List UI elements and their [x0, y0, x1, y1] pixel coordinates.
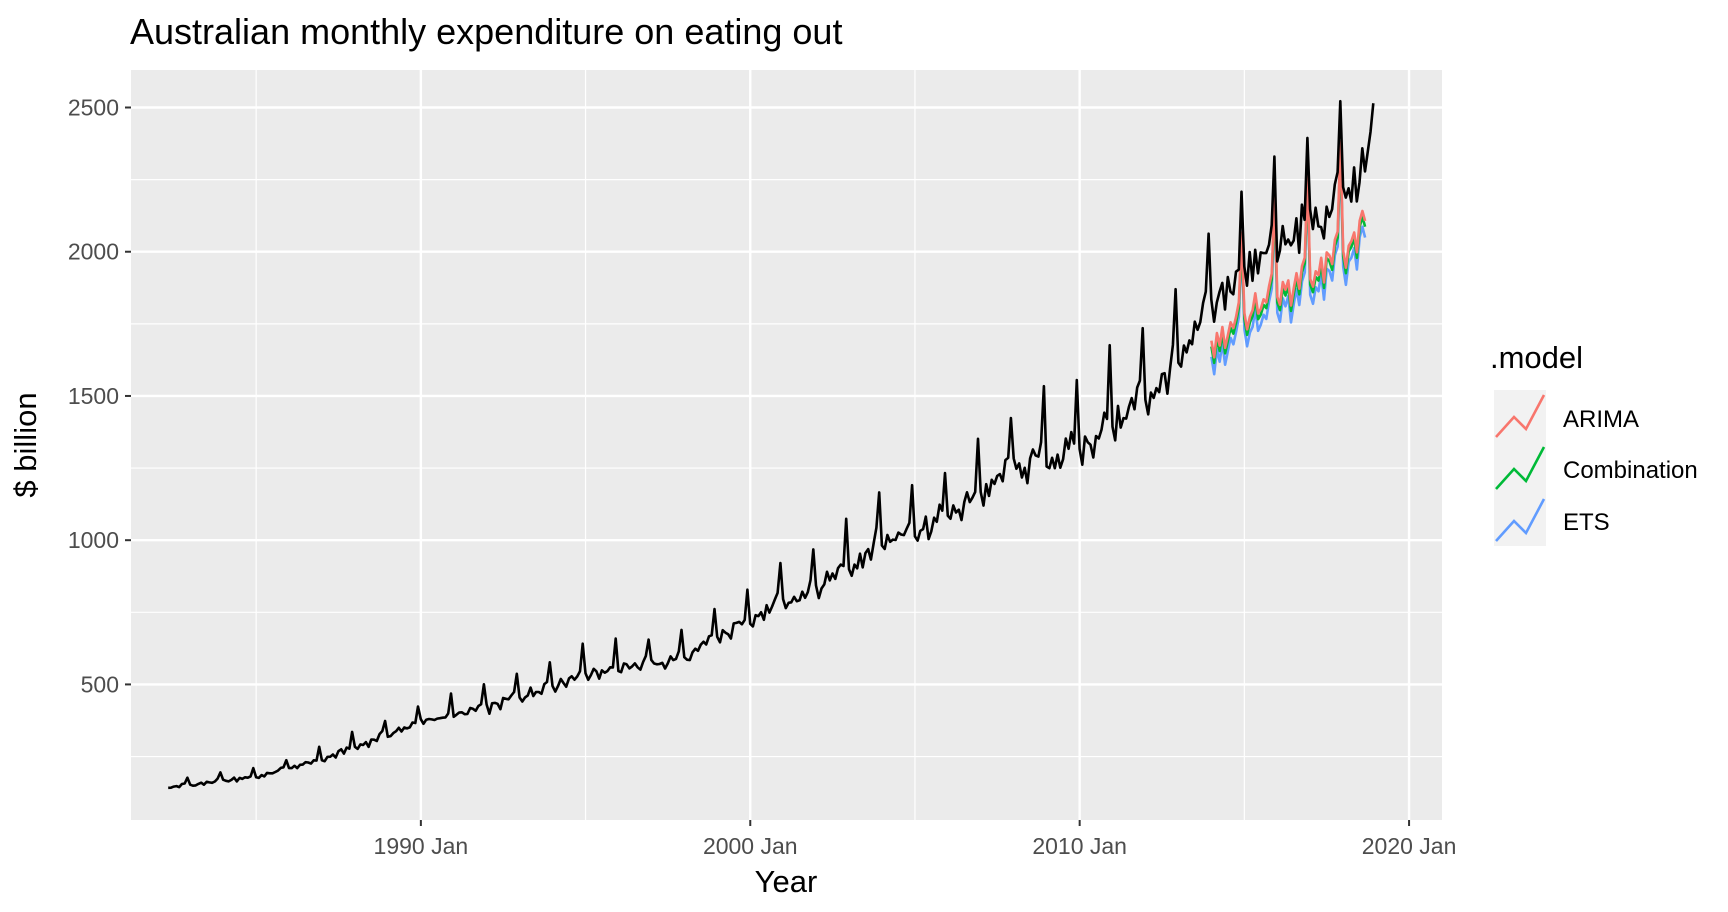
- y-tick-label: 2000: [68, 239, 119, 265]
- x-tick-label: 1990 Jan: [374, 833, 469, 859]
- forecast-lines: [1210, 140, 1367, 376]
- x-tick-label: 2010 Jan: [1032, 833, 1127, 859]
- legend-key-bg: [1494, 390, 1546, 442]
- legend-key-ets: [1495, 498, 1546, 542]
- legend: .model ARIMA Combination ETS: [1490, 340, 1698, 546]
- actual-line: [168, 99, 1375, 790]
- legend-title: .model: [1490, 340, 1583, 375]
- legend-key-arima: [1495, 394, 1546, 438]
- y-axis-label: $ billion: [8, 392, 43, 497]
- series-arima-line: [1210, 140, 1367, 359]
- chart-title: Australian monthly expenditure on eating…: [130, 11, 842, 52]
- plot-panel: [131, 70, 1442, 820]
- legend-key-bg: [1494, 442, 1546, 494]
- legend-key-combination: [1495, 446, 1546, 490]
- x-axis-ticks: 1990 Jan 2000 Jan 2010 Jan 2020 Jan: [374, 820, 1457, 859]
- legend-key-bg: [1494, 494, 1546, 546]
- legend-label-ets: ETS: [1563, 509, 1610, 536]
- x-tick-label: 2000 Jan: [703, 833, 798, 859]
- grid-minor: [131, 70, 1442, 820]
- y-tick-label: 1000: [68, 527, 119, 553]
- x-tick-label: 2020 Jan: [1362, 833, 1457, 859]
- legend-keys: [1494, 390, 1546, 546]
- y-tick-label: 500: [81, 671, 119, 697]
- series-actual-line: [168, 99, 1375, 790]
- y-tick-label: 1500: [68, 383, 119, 409]
- y-tick-label: 2500: [68, 95, 119, 121]
- legend-label-arima: ARIMA: [1563, 406, 1639, 433]
- x-axis-label: Year: [755, 864, 818, 899]
- legend-label-combination: Combination: [1563, 457, 1698, 484]
- y-axis-ticks: 500 1000 1500 2000 2500: [68, 95, 131, 697]
